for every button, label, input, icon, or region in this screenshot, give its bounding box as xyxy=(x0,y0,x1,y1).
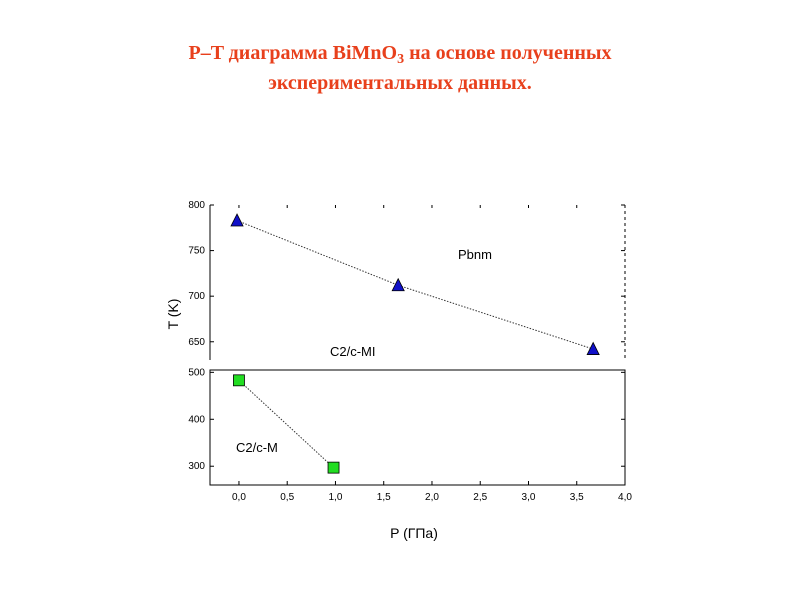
x-tick-label: 1,5 xyxy=(377,492,391,503)
x-tick-label: 0,0 xyxy=(232,492,246,503)
series-square-line xyxy=(238,379,334,469)
region-label-c2c-mi: C2/c-MI xyxy=(330,344,376,359)
data-point-triangle xyxy=(230,213,244,227)
region-label-c2c-m: C2/c-M xyxy=(236,440,278,455)
lower-panel-frame xyxy=(209,369,626,486)
y-tick-label-upper: 750 xyxy=(188,246,205,257)
series-triangle-line xyxy=(236,220,594,350)
x-tick-label: 2,0 xyxy=(425,492,439,503)
y-tick-label-upper: 650 xyxy=(188,337,205,348)
x-tick-label: 3,0 xyxy=(522,492,536,503)
data-point-triangle xyxy=(586,341,600,355)
slide-title-line1: P–T диаграмма BiMnO3 на основе полученны… xyxy=(188,42,612,67)
x-axis-label: P (ГПа) xyxy=(390,525,438,541)
data-point-square xyxy=(233,374,245,387)
y-tick-label-upper: 700 xyxy=(188,291,205,302)
data-point-triangle xyxy=(391,277,405,292)
slide-title: P–T диаграмма BiMnO3 на основе полученны… xyxy=(0,38,800,98)
slide-title-line2: экспериментальных данных. xyxy=(268,72,532,94)
x-tick-label: 2,5 xyxy=(473,492,487,503)
x-tick-label: 1,0 xyxy=(329,492,343,503)
y-tick-label-lower: 500 xyxy=(188,367,205,378)
region-label-pbnm: Pbnm xyxy=(458,247,492,262)
y-tick-label-lower: 400 xyxy=(188,414,205,425)
y-axis-label: T (K) xyxy=(165,299,181,330)
x-tick-label: 4,0 xyxy=(618,492,632,503)
x-tick-label: 3,5 xyxy=(570,492,584,503)
y-tick-label-lower: 300 xyxy=(188,461,205,472)
y-tick-label-upper: 800 xyxy=(188,200,205,211)
data-point-square xyxy=(327,461,340,474)
x-tick-label: 0,5 xyxy=(280,492,294,503)
